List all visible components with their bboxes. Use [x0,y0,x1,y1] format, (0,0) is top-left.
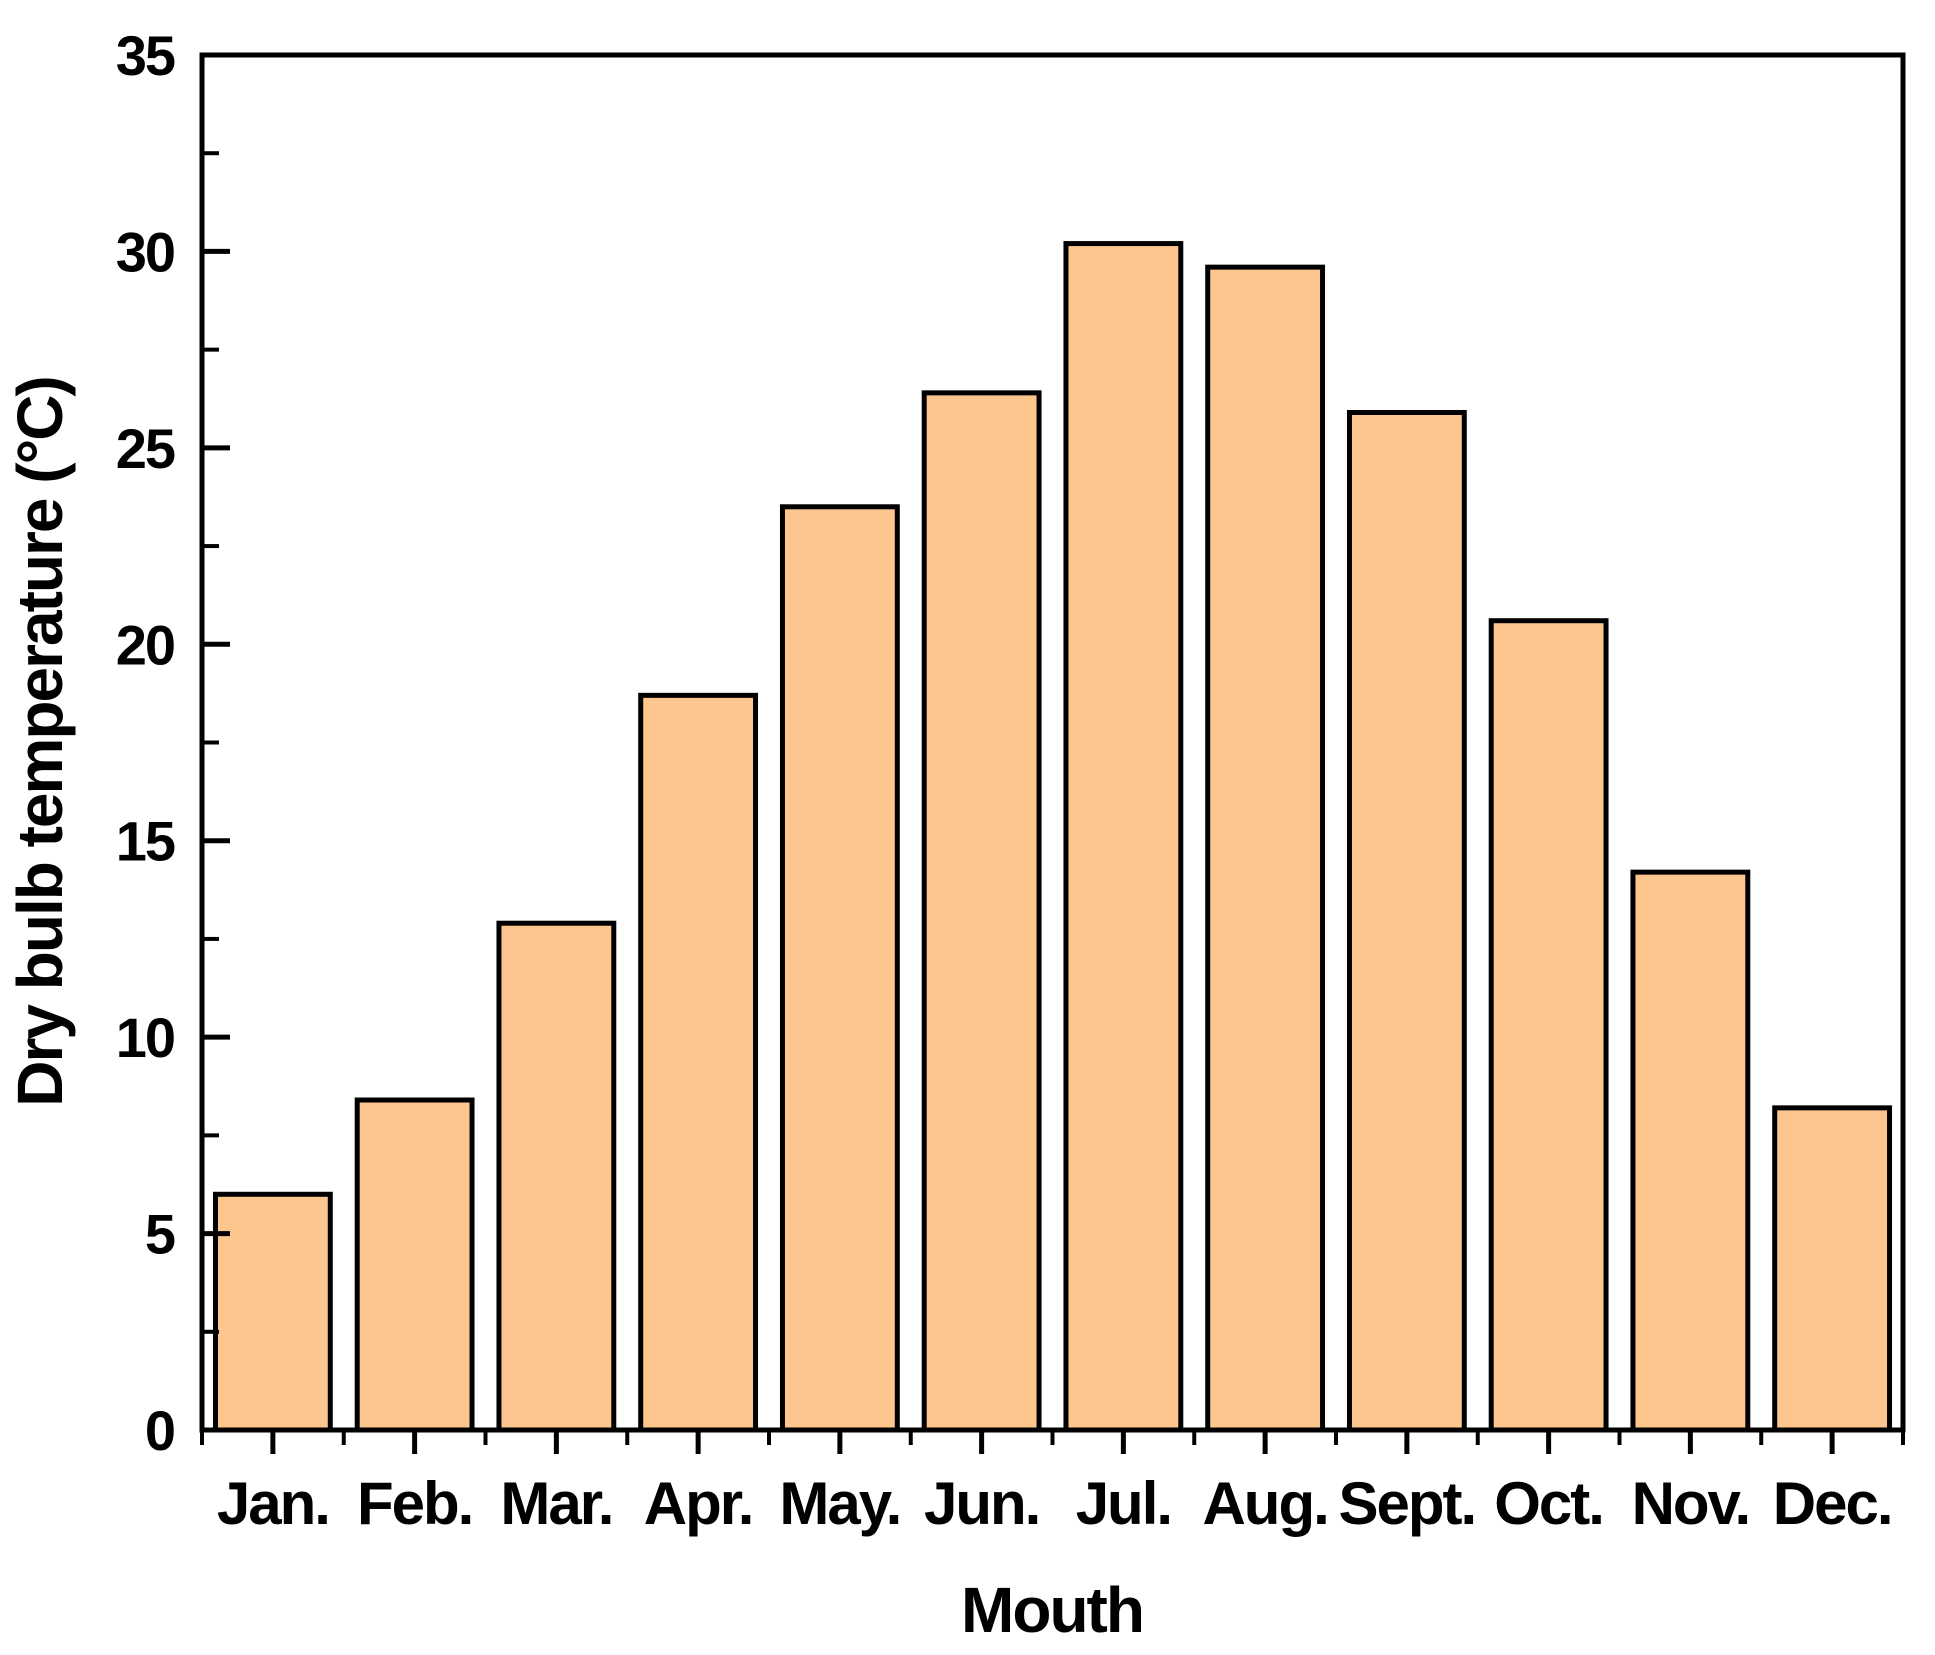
tick-labels-group: Jan. Feb. Mar. Apr. May. Jun. Jul. Aug. Sept. Oct… [116,24,1894,1537]
x-tick-label: Jul. [1076,1470,1171,1537]
y-tick-label: 0 [145,1399,174,1462]
x-tick-label: Dec. [1773,1470,1892,1537]
y-tick-label: 25 [116,417,175,480]
y-tick-label: 15 [116,810,175,873]
bar-aug [1205,264,1326,1433]
x-tick-label: Aug. [1202,1470,1327,1537]
x-tick-label: Feb. [357,1470,472,1537]
bar-may [779,504,900,1433]
bar-mar [496,920,617,1433]
bar-feb [354,1097,475,1433]
x-tick-label: Mar. [500,1470,612,1537]
y-tick-label: 35 [116,24,175,87]
x-tick-label: Sept. [1339,1470,1476,1537]
bar-dec [1772,1105,1893,1433]
bar-jul [1063,241,1184,1433]
bar-sept [1346,410,1467,1433]
bar-jun [921,390,1042,1433]
bar-oct [1488,618,1609,1433]
y-tick-label: 30 [116,220,174,283]
ticks-group [200,52,1905,1454]
bar-nov [1630,869,1751,1433]
y-tick-label: 10 [116,1006,174,1069]
x-tick-label: Oct. [1494,1470,1603,1537]
bar-apr [638,692,759,1433]
x-tick-label: Nov. [1632,1470,1750,1537]
x-tick-label: Jun. [924,1470,1039,1537]
y-axis-title: Dry bulb temperature (°C) [4,377,76,1106]
x-tick-label: May. [779,1470,900,1537]
y-tick-label: 20 [116,613,174,676]
x-tick-label: Jan. [217,1470,329,1537]
bars-group [212,241,1893,1433]
bar-jan [212,1191,333,1433]
y-tick-label: 5 [145,1203,175,1266]
x-tick-label: Apr. [644,1470,753,1537]
x-axis-title: Mouth [961,1574,1143,1646]
